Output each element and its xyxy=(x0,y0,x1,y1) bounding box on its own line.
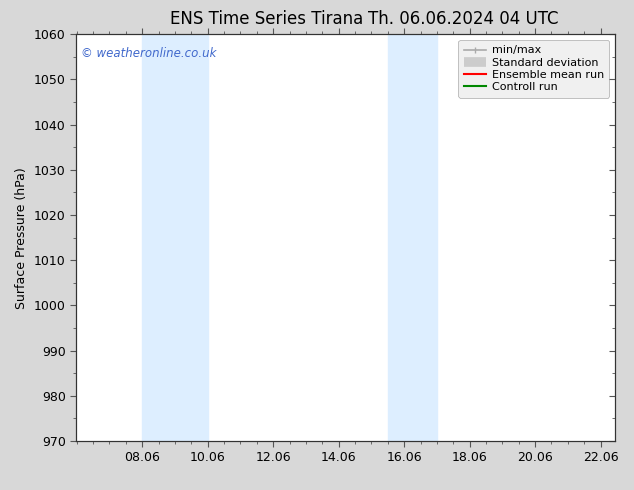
Text: ENS Time Series Tirana: ENS Time Series Tirana xyxy=(170,10,363,28)
Text: © weatheronline.co.uk: © weatheronline.co.uk xyxy=(81,47,217,59)
Legend: min/max, Standard deviation, Ensemble mean run, Controll run: min/max, Standard deviation, Ensemble me… xyxy=(458,40,609,98)
Bar xyxy=(142,34,208,441)
Y-axis label: Surface Pressure (hPa): Surface Pressure (hPa) xyxy=(15,167,29,309)
Bar xyxy=(388,34,437,441)
Text: Th. 06.06.2024 04 UTC: Th. 06.06.2024 04 UTC xyxy=(368,10,558,28)
